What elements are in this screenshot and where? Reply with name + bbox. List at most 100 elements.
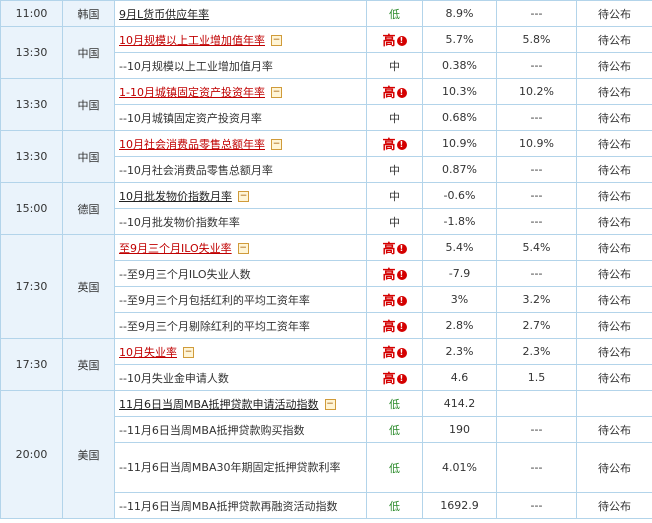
- importance-label: 低: [389, 461, 400, 475]
- table-row: --10月批发物价指数年率 中 -1.8% --- 待公布: [1, 208, 652, 235]
- actual-status: 待公布: [576, 130, 652, 157]
- sub-event-label: --至9月三个月ILO失业人数: [119, 267, 251, 281]
- table-row: 13:30 中国 10月规模以上工业增加值年率 − 高! 5.7% 5.8% 待公布: [0, 26, 652, 79]
- minus-box-icon[interactable]: −: [324, 399, 336, 410]
- importance-level: 高!: [366, 364, 423, 391]
- event-country: 美国: [62, 390, 115, 519]
- importance-label: 低: [389, 7, 400, 21]
- event-title-link[interactable]: 10月失业率: [119, 345, 177, 359]
- event-cell: --11月6日当周MBA抵押贷款再融资活动指数: [114, 492, 367, 519]
- event-title-link[interactable]: 11月6日当周MBA抵押贷款申请活动指数: [119, 397, 319, 411]
- sub-event-label: --11月6日当周MBA抵押贷款购买指数: [119, 423, 305, 437]
- exclamation-circle-icon: !: [396, 270, 407, 280]
- event-cell[interactable]: 10月社会消费品零售总额年率 −: [114, 130, 367, 157]
- minus-box-icon[interactable]: −: [183, 347, 194, 358]
- previous-value: 5.4%: [422, 234, 497, 261]
- table-row: --11月6日当周MBA抵押贷款再融资活动指数 低 1692.9 --- 待公布: [1, 492, 652, 519]
- previous-value: 414.2: [422, 390, 497, 417]
- forecast-value: ---: [496, 492, 577, 519]
- previous-value: -0.6%: [422, 182, 497, 209]
- event-country: 中国: [62, 130, 115, 183]
- event-country: 中国: [62, 78, 115, 131]
- exclamation-circle-icon: !: [396, 296, 407, 306]
- forecast-value: ---: [496, 0, 577, 27]
- event-cell: --10月规模以上工业增加值月率: [114, 52, 367, 79]
- sub-event-label: --10月城镇固定资产投资月率: [119, 111, 262, 125]
- minus-box-icon[interactable]: −: [238, 191, 249, 202]
- previous-value: 3%: [422, 286, 497, 313]
- event-title-link[interactable]: 9月L货币供应年率: [119, 7, 210, 21]
- event-cell[interactable]: 9月L货币供应年率: [114, 0, 367, 27]
- importance-level: 高!: [366, 78, 423, 105]
- sub-event-label: --10月批发物价指数年率: [119, 215, 240, 229]
- importance-label: 中: [389, 215, 400, 229]
- event-cell[interactable]: 10月规模以上工业增加值年率 −: [114, 26, 367, 53]
- event-title-link[interactable]: 至9月三个月ILO失业率: [119, 241, 232, 255]
- importance-level: 高!: [366, 338, 423, 365]
- table-row: --10月规模以上工业增加值月率 中 0.38% --- 待公布: [1, 52, 652, 79]
- event-country: 韩国: [62, 0, 115, 27]
- actual-status: 待公布: [576, 52, 652, 79]
- forecast-value: 2.3%: [496, 338, 577, 365]
- importance-label: 低: [389, 397, 400, 411]
- previous-value: 190: [422, 416, 497, 443]
- previous-value: 2.3%: [422, 338, 497, 365]
- table-row: 15:00 德国 10月批发物价指数月率 − 中 -0.6% --- 待公布: [0, 182, 652, 235]
- forecast-value: 10.9%: [496, 130, 577, 157]
- event-country: 英国: [62, 234, 115, 339]
- previous-value: 8.9%: [422, 0, 497, 27]
- minus-box-icon[interactable]: −: [237, 243, 249, 254]
- minus-box-icon[interactable]: −: [271, 139, 282, 150]
- actual-status: 待公布: [576, 492, 652, 519]
- event-cell[interactable]: 至9月三个月ILO失业率 −: [114, 234, 367, 261]
- event-cell: --10月城镇固定资产投资月率: [114, 104, 367, 131]
- forecast-value: ---: [496, 208, 577, 235]
- event-time: 20:00: [0, 390, 63, 519]
- importance-level: 低: [366, 442, 423, 493]
- event-cell: --至9月三个月包括红利的平均工资年率: [114, 286, 367, 313]
- sub-event-label: --10月规模以上工业增加值月率: [119, 59, 273, 73]
- importance-level: 中: [366, 104, 423, 131]
- importance-level: 低: [366, 492, 423, 519]
- exclamation-circle-icon: !: [396, 348, 407, 358]
- actual-status: 待公布: [576, 312, 652, 339]
- importance-label: 高: [382, 268, 396, 283]
- event-country: 中国: [62, 26, 115, 79]
- forecast-value: ---: [496, 156, 577, 183]
- event-title-link[interactable]: 10月规模以上工业增加值年率: [119, 33, 265, 47]
- forecast-value: ---: [496, 442, 577, 493]
- forecast-value: ---: [496, 182, 577, 209]
- event-time: 13:30: [0, 78, 63, 131]
- event-title-link[interactable]: 10月社会消费品零售总额年率: [119, 137, 265, 151]
- forecast-value: ---: [496, 416, 577, 443]
- event-title-link[interactable]: 10月批发物价指数月率: [119, 189, 232, 203]
- forecast-value: 10.2%: [496, 78, 577, 105]
- event-cell[interactable]: 10月批发物价指数月率 −: [114, 182, 367, 209]
- table-row: 13:30 中国 10月社会消费品零售总额年率 − 高! 10.9% 10.9% 待公布: [0, 130, 652, 183]
- importance-level: 高!: [366, 260, 423, 287]
- actual-status: [576, 390, 652, 417]
- event-cell[interactable]: 11月6日当周MBA抵押贷款申请活动指数 −: [114, 390, 367, 417]
- previous-value: 0.87%: [422, 156, 497, 183]
- table-row: --10月社会消费品零售总额月率 中 0.87% --- 待公布: [1, 156, 652, 183]
- event-time: 15:00: [0, 182, 63, 235]
- event-cell[interactable]: 10月失业率 −: [114, 338, 367, 365]
- sub-event-label: --11月6日当周MBA抵押贷款再融资活动指数: [119, 499, 338, 513]
- table-row: --至9月三个月包括红利的平均工资年率高! 3% 3.2% 待公布: [1, 286, 652, 313]
- previous-value: 1692.9: [422, 492, 497, 519]
- actual-status: 待公布: [576, 104, 652, 131]
- table-row: --至9月三个月ILO失业人数高! -7.9 --- 待公布: [1, 260, 652, 287]
- minus-box-icon[interactable]: −: [271, 35, 282, 46]
- previous-value: 0.68%: [422, 104, 497, 131]
- importance-label: 中: [389, 189, 400, 203]
- minus-box-icon[interactable]: −: [270, 87, 282, 98]
- forecast-value: ---: [496, 260, 577, 287]
- forecast-value: 3.2%: [496, 286, 577, 313]
- event-title-link[interactable]: 1-10月城镇固定资产投资年率: [119, 85, 265, 99]
- event-cell[interactable]: 1-10月城镇固定资产投资年率 −: [114, 78, 367, 105]
- actual-status: 待公布: [576, 182, 652, 209]
- event-time: 13:30: [0, 26, 63, 79]
- actual-status: 待公布: [576, 78, 652, 105]
- importance-level: 高!: [366, 130, 423, 157]
